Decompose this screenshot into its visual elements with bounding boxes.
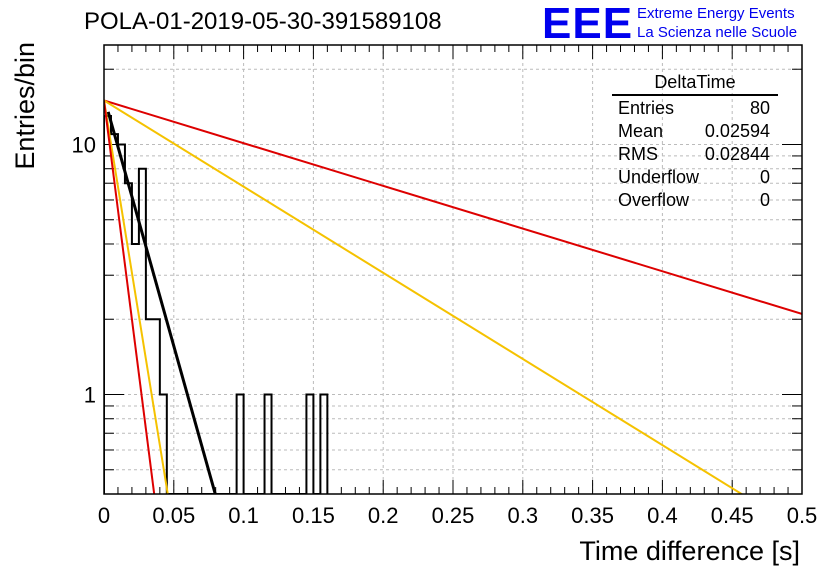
stats-row-overflow: Overflow 0 [612,189,778,212]
stats-label: Entries [618,98,675,118]
eee-logo: EEE [542,0,634,48]
stats-row-mean: Mean 0.02594 [612,120,778,143]
stats-row-underflow: Underflow 0 [612,166,778,189]
y-axis-label: Entries/bin [10,42,40,170]
x-tick-label: 0.3 [508,503,539,528]
plot-frame [103,44,803,495]
stats-title: DeltaTime [612,72,778,96]
x-tick-label: 0.4 [647,503,678,528]
logo-subtitle: Extreme Energy Events La Scienza nelle S… [637,4,797,42]
stats-row-entries: Entries 80 [612,97,778,120]
fit-curve-3 [106,111,217,494]
x-tick-label: 0.2 [368,503,399,528]
stats-value: 0.02594 [704,121,770,141]
stats-value: 0 [759,167,770,187]
x-tick-label: 0.45 [711,503,754,528]
stats-label: Overflow [618,190,690,210]
logo-line-1: Extreme Energy Events [637,5,795,22]
stats-label: RMS [618,144,658,164]
logo-line-2: La Scienza nelle Scuole [637,24,798,41]
x-tick-label: 0.25 [432,503,475,528]
stats-value: 0.02844 [704,144,770,164]
chart-title: POLA-01-2019-05-30-391589108 [84,8,442,35]
stats-value: 0 [759,190,770,210]
stats-label: Underflow [618,167,700,187]
stats-value: 80 [749,98,770,118]
x-tick-label: 0.1 [228,503,259,528]
x-tick-label: 0.35 [571,503,614,528]
x-tick-label: 0.05 [152,503,195,528]
fit-curve-2 [104,99,744,494]
stats-label: Mean [618,121,664,141]
x-tick-label: 0.5 [787,503,818,528]
fit-curve-4 [104,100,169,494]
stats-row-rms: RMS 0.02844 [612,143,778,166]
y-tick-label: 1 [84,383,96,408]
y-tick-label: 10 [72,132,96,157]
x-tick-label: 0.15 [292,503,335,528]
x-tick-label: 0 [98,503,110,528]
x-axis-label: Time difference [s] [579,536,800,566]
fit-curve-5 [104,100,156,494]
stats-box: DeltaTime Entries 80 Mean 0.02594 RMS 0.… [612,72,778,212]
fit-curve-1 [104,99,802,315]
